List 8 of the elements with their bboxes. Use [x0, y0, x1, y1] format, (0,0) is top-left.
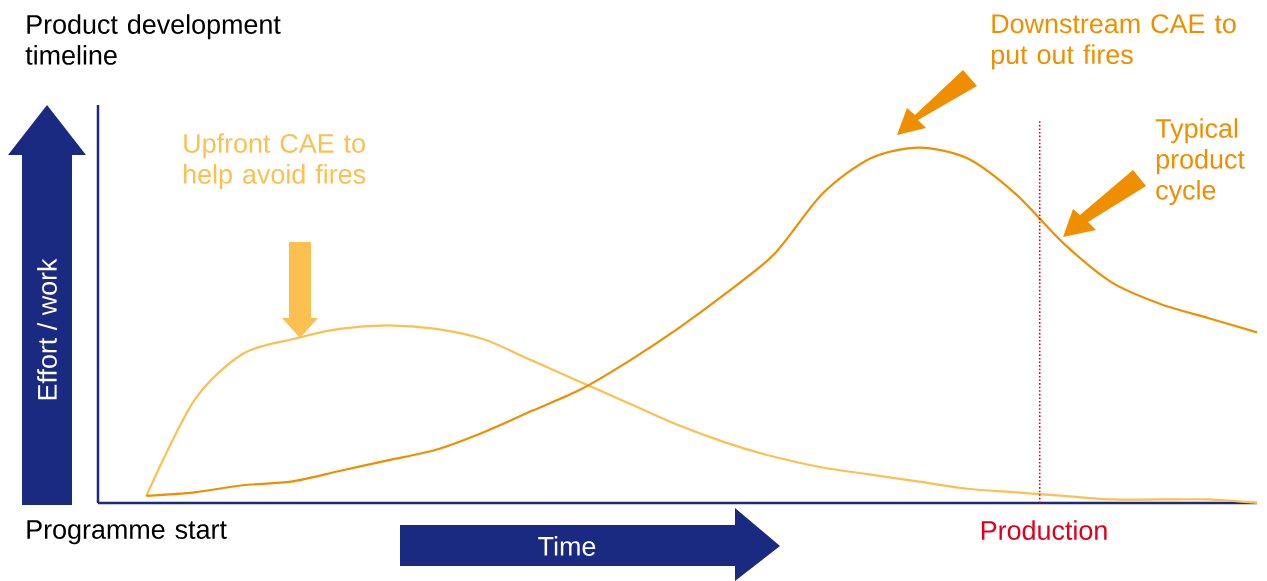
annotation: Typical product cycle	[1155, 118, 1245, 206]
x-axis-title: Time	[538, 536, 596, 556]
chart-title: Product development timeline	[25, 14, 281, 65]
text: Programme start	[27, 520, 227, 545]
y-axis-title: Effort / work	[37, 258, 57, 400]
text: Production	[981, 520, 1107, 540]
text: Downstream CAE to put out fires	[991, 14, 1236, 70]
annotation: Upfront CAE to help avoid fires	[184, 133, 366, 190]
